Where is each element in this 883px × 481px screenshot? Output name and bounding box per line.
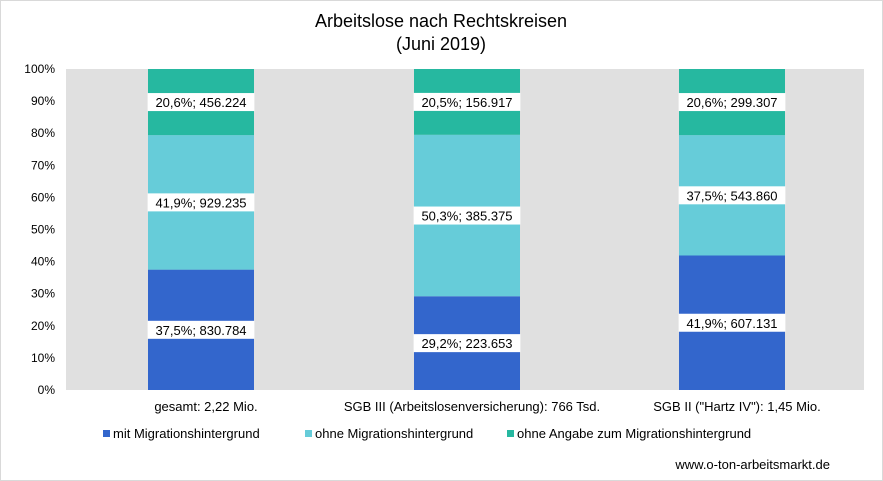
data-label-box <box>413 92 521 111</box>
legend-swatch <box>103 430 110 437</box>
chart-subtitle: (Juni 2019) <box>396 34 486 54</box>
y-tick-label: 70% <box>31 158 55 172</box>
data-label-box <box>147 193 255 212</box>
y-tick-label: 0% <box>38 383 56 397</box>
data-label: 50,3%; 385.375 <box>421 209 512 224</box>
data-label: 37,5%; 543.860 <box>686 188 777 203</box>
data-label: 29,2%; 223.653 <box>421 336 512 351</box>
category-label: gesamt: 2,22 Mio. <box>154 399 257 414</box>
data-label-box <box>678 93 786 112</box>
y-tick-label: 90% <box>31 94 55 108</box>
y-tick-label: 20% <box>31 319 55 333</box>
data-label-box <box>413 206 521 225</box>
category-label: SGB III (Arbeitslosenversicherung): 766 … <box>344 399 600 414</box>
y-tick-label: 100% <box>24 62 55 76</box>
data-label-box <box>413 334 521 353</box>
data-label-box <box>147 93 255 112</box>
y-tick-label: 30% <box>31 287 55 301</box>
legend-swatch <box>507 430 514 437</box>
y-tick-label: 10% <box>31 351 55 365</box>
y-tick-label: 40% <box>31 255 55 269</box>
data-label-box <box>147 320 255 339</box>
data-label: 20,5%; 156.917 <box>421 95 512 110</box>
data-label-box <box>678 186 786 205</box>
legend: mit Migrationshintergrund ohne Migrations… <box>103 426 751 441</box>
y-axis: 0% 10% 20% 30% 40% 50% 60% 70% 80% 90% 100% <box>24 62 55 397</box>
chart-title: Arbeitslose nach Rechtskreisen <box>315 11 567 31</box>
legend-label: ohne Angabe zum Migrationshintergrund <box>517 426 751 441</box>
y-tick-label: 80% <box>31 126 55 140</box>
data-label: 20,6%; 456.224 <box>155 95 246 110</box>
data-label: 41,9%; 929.235 <box>155 195 246 210</box>
category-label: SGB II ("Hartz IV"): 1,45 Mio. <box>653 399 820 414</box>
legend-swatch <box>305 430 312 437</box>
source-credit: www.o-ton-arbeitsmarkt.de <box>674 457 830 472</box>
legend-label: mit Migrationshintergrund <box>113 426 260 441</box>
data-label: 37,5%; 830.784 <box>155 323 246 338</box>
data-label: 20,6%; 299.307 <box>686 95 777 110</box>
y-tick-label: 60% <box>31 190 55 204</box>
y-tick-label: 50% <box>31 223 55 237</box>
data-labels: 37,5%; 830.784 41,9%; 929.235 20,6%; 456.2… <box>147 92 786 353</box>
data-label-box <box>678 313 786 332</box>
data-label: 41,9%; 607.131 <box>686 316 777 331</box>
x-axis: gesamt: 2,22 Mio. SGB III (Arbeitslosenve… <box>154 399 820 414</box>
legend-label: ohne Migrationshintergrund <box>315 426 473 441</box>
